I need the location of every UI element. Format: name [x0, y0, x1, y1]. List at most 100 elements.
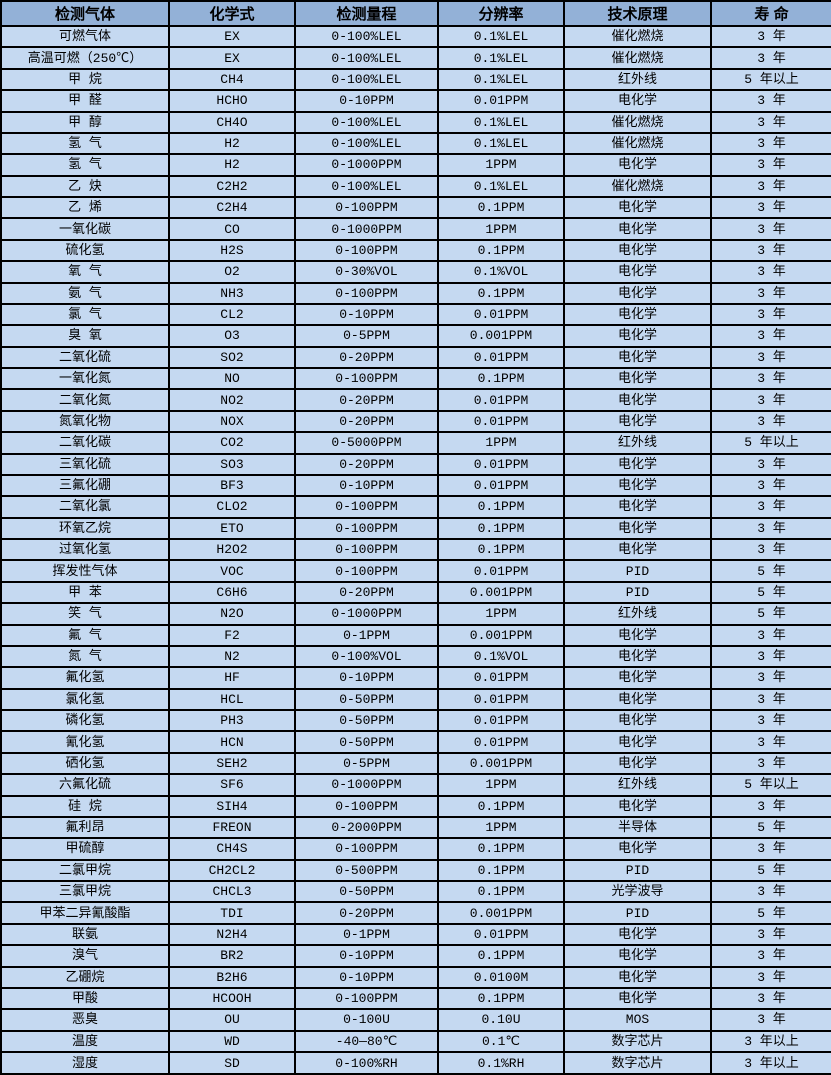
cell-formula: CH4S	[168, 837, 296, 861]
cell-formula: SEH2	[168, 751, 296, 776]
cell-resolution: 0.10U	[437, 1008, 565, 1032]
cell-principle: 催化燃烧	[563, 110, 712, 134]
cell-range: 0-100%LEL	[294, 46, 439, 70]
cell-resolution: 0.1PPM	[437, 495, 565, 519]
cell-gas: 臭 氧	[0, 324, 170, 348]
cell-formula: ETO	[168, 516, 296, 541]
cell-range: 0-50PPM	[294, 708, 439, 733]
cell-lifespan: 3 年	[710, 24, 831, 49]
cell-range: 0-1000PPM	[294, 217, 439, 241]
table-row: 甲 苯 C6H6 0-20PPM 0.001PPM PID 5 年	[0, 580, 831, 605]
cell-range: 0-20PPM	[294, 452, 439, 476]
cell-gas: 恶臭	[0, 1008, 170, 1032]
cell-formula: NOX	[168, 409, 296, 434]
cell-lifespan: 3 年	[710, 131, 831, 156]
cell-resolution: 0.001PPM	[437, 324, 565, 348]
cell-range: 0-100U	[294, 1008, 439, 1032]
cell-range: 0-100%LEL	[294, 110, 439, 134]
cell-formula: CLO2	[168, 495, 296, 519]
cell-gas: 氟化氢	[0, 666, 170, 690]
cell-gas: 二氧化硫	[0, 345, 170, 370]
cell-resolution: 0.1PPM	[437, 195, 565, 220]
table-row: 硫化氢 H2S 0-100PPM 0.1PPM 电化学 3 年	[0, 238, 831, 263]
cell-formula: CO2	[168, 431, 296, 455]
cell-formula: OU	[168, 1008, 296, 1032]
cell-formula: SF6	[168, 773, 296, 797]
cell-range: 0-30%VOL	[294, 260, 439, 284]
cell-lifespan: 3 年	[710, 687, 831, 712]
cell-lifespan: 3 年	[710, 302, 831, 327]
cell-range: 0-50PPM	[294, 730, 439, 754]
cell-gas: 挥发性气体	[0, 559, 170, 583]
cell-principle: 催化燃烧	[563, 131, 712, 156]
cell-formula: O2	[168, 260, 296, 284]
table-row: 二氯甲烷 CH2CL2 0-500PPM 0.1PPM PID 5 年	[0, 858, 831, 883]
table-row: 过氧化氢 H2O2 0-100PPM 0.1PPM 电化学 3 年	[0, 537, 831, 562]
cell-range: 0-1000PPM	[294, 602, 439, 626]
cell-range: 0-5000PPM	[294, 431, 439, 455]
cell-principle: MOS	[563, 1008, 712, 1032]
cell-gas: 甲 醇	[0, 110, 170, 134]
cell-principle: 电化学	[563, 944, 712, 968]
cell-resolution: 0.1%LEL	[437, 24, 565, 49]
cell-resolution: 0.0100M	[437, 965, 565, 989]
cell-resolution: 0.01PPM	[437, 559, 565, 583]
cell-lifespan: 3 年	[710, 1008, 831, 1032]
cell-gas: 甲 醛	[0, 89, 170, 113]
cell-resolution: 0.1PPM	[437, 858, 565, 883]
cell-principle: 红外线	[563, 67, 712, 92]
cell-principle: 红外线	[563, 431, 712, 455]
cell-formula: FREON	[168, 815, 296, 840]
table-row: 氢 气 H2 0-1000PPM 1PPM 电化学 3 年	[0, 153, 831, 177]
cell-resolution: 0.1%LEL	[437, 110, 565, 134]
cell-principle: 红外线	[563, 602, 712, 626]
cell-formula: H2	[168, 153, 296, 177]
table-row: 二氧化碳 CO2 0-5000PPM 1PPM 红外线 5 年以上	[0, 431, 831, 455]
cell-gas: 联氨	[0, 922, 170, 947]
cell-range: 0-100PPM	[294, 366, 439, 391]
cell-resolution: 0.1%VOL	[437, 644, 565, 669]
table-row: 甲硫醇 CH4S 0-100PPM 0.1PPM 电化学 3 年	[0, 837, 831, 861]
cell-resolution: 0.1%LEL	[437, 67, 565, 92]
cell-principle: 电化学	[563, 495, 712, 519]
cell-range: 0-10PPM	[294, 473, 439, 498]
cell-gas: 甲 苯	[0, 580, 170, 605]
cell-gas: 甲硫醇	[0, 837, 170, 861]
cell-resolution: 0.1PPM	[437, 366, 565, 391]
cell-lifespan: 5 年	[710, 602, 831, 626]
cell-resolution: 0.1PPM	[437, 281, 565, 305]
cell-formula: SO3	[168, 452, 296, 476]
cell-lifespan: 3 年	[710, 751, 831, 776]
cell-lifespan: 3 年	[710, 452, 831, 476]
cell-formula: H2S	[168, 238, 296, 263]
cell-range: 0-5PPM	[294, 751, 439, 776]
cell-principle: 电化学	[563, 281, 712, 305]
cell-resolution: 1PPM	[437, 431, 565, 455]
cell-range: 0-50PPM	[294, 687, 439, 712]
cell-range: 0-20PPM	[294, 901, 439, 925]
table-row: 氢 气 H2 0-100%LEL 0.1%LEL 催化燃烧 3 年	[0, 131, 831, 156]
column-header-lifespan: 寿 命	[710, 0, 831, 27]
cell-lifespan: 3 年	[710, 644, 831, 669]
column-header-gas: 检测气体	[0, 0, 170, 27]
cell-principle: 电化学	[563, 687, 712, 712]
table-row: 氰化氢 HCN 0-50PPM 0.01PPM 电化学 3 年	[0, 730, 831, 754]
cell-lifespan: 3 年	[710, 986, 831, 1011]
cell-range: 0-100%LEL	[294, 174, 439, 199]
cell-principle: 催化燃烧	[563, 24, 712, 49]
cell-resolution: 0.01PPM	[437, 345, 565, 370]
cell-principle: 电化学	[563, 153, 712, 177]
cell-formula: F2	[168, 623, 296, 647]
table-row: 氟化氢 HF 0-10PPM 0.01PPM 电化学 3 年	[0, 666, 831, 690]
table-row: 乙硼烷 B2H6 0-10PPM 0.0100M 电化学 3 年	[0, 965, 831, 989]
cell-formula: CL2	[168, 302, 296, 327]
cell-principle: 电化学	[563, 751, 712, 776]
table-row: 臭 氧 O3 0-5PPM 0.001PPM 电化学 3 年	[0, 324, 831, 348]
table-row: 甲 烷 CH4 0-100%LEL 0.1%LEL 红外线 5 年以上	[0, 67, 831, 92]
cell-principle: 电化学	[563, 409, 712, 434]
cell-lifespan: 5 年以上	[710, 67, 831, 92]
cell-formula: N2H4	[168, 922, 296, 947]
table-row: 联氨 N2H4 0-1PPM 0.01PPM 电化学 3 年	[0, 922, 831, 947]
table-row: 可燃气体 EX 0-100%LEL 0.1%LEL 催化燃烧 3 年	[0, 24, 831, 49]
table-row: 硅 烷 SIH4 0-100PPM 0.1PPM 电化学 3 年	[0, 794, 831, 818]
